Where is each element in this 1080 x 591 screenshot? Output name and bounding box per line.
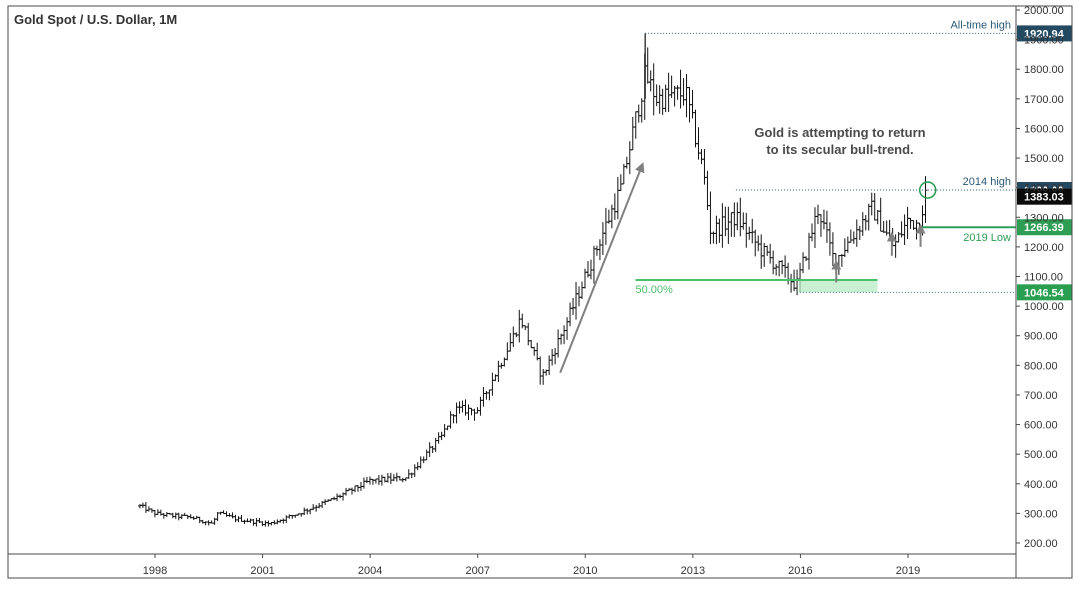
- y-tick-label: 1400.00: [1024, 183, 1064, 195]
- 2019-low-label: 2019 Low: [963, 232, 1011, 244]
- x-tick-label: 2010: [573, 565, 597, 577]
- x-tick-label: 2016: [788, 565, 812, 577]
- ohlc-bars: [137, 33, 928, 527]
- all-time-high-label: All-time high: [950, 19, 1011, 31]
- y-tick-label: 200.00: [1024, 538, 1058, 550]
- x-tick-label: 2019: [896, 565, 920, 577]
- y-tick-label: 1800.00: [1024, 64, 1064, 76]
- 2019-low-tag-text: 1266.39: [1024, 222, 1064, 234]
- chart-title: Gold Spot / U.S. Dollar, 1M: [14, 12, 177, 27]
- annotation-text-line-1: Gold is attempting to return: [754, 125, 925, 140]
- all-time-high-tag: [1017, 25, 1072, 42]
- x-tick-label: 2004: [358, 565, 382, 577]
- y-tick-label: 1600.00: [1024, 123, 1064, 135]
- y-tick-label: 1000.00: [1024, 301, 1064, 313]
- breakout-circle: [918, 181, 937, 199]
- y-tick-label: 700.00: [1024, 390, 1058, 402]
- fib-zone: [798, 280, 878, 293]
- current-price-tag: [1017, 188, 1072, 205]
- axes-layer: 2000.00 1900.00 1800.00 1700.00 1600.00 1500.…: [7, 5, 1073, 579]
- price-axis-frame: [1015, 5, 1073, 579]
- fib-50-label: 50.00%: [635, 284, 673, 296]
- y-tick-label: 1100.00: [1024, 272, 1063, 284]
- low-2015-tag-text: 1046.54: [1024, 287, 1065, 299]
- x-tick-label: 2007: [465, 565, 489, 577]
- all-time-high-tag-text: 1920.94: [1024, 28, 1065, 40]
- x-tick-label: 1998: [143, 565, 167, 577]
- y-tick-label: 1300.00: [1024, 212, 1064, 224]
- y-tick-label: 800.00: [1024, 360, 1058, 372]
- y-tick-label: 1700.00: [1024, 94, 1064, 106]
- x-tick-label: 2001: [250, 565, 274, 577]
- y-tick-label: 1500.00: [1024, 153, 1064, 165]
- y-tick-label: 300.00: [1024, 508, 1058, 520]
- y-tick-label: 400.00: [1024, 479, 1058, 491]
- 2019-low-tag: [1017, 219, 1072, 236]
- y-tick-label: 900.00: [1024, 331, 1058, 343]
- y-tick-label: 1200.00: [1024, 242, 1064, 254]
- trend-arrow: [559, 162, 645, 374]
- low-2015-tag: [1017, 284, 1072, 301]
- x-tick-label: 2013: [681, 565, 705, 577]
- y-tick-label: 500.00: [1024, 449, 1058, 461]
- y-tick-label: 600.00: [1024, 420, 1058, 432]
- 2014-high-label: 2014 high: [963, 176, 1011, 188]
- annotation-text-line-2: to its secular bull-trend.: [766, 142, 913, 157]
- time-axis-frame: [7, 553, 1017, 579]
- current-price-tag-text: 1383.03: [1024, 192, 1064, 204]
- y-tick-label: 1900.00: [1024, 35, 1064, 47]
- y-tick-label: 2000.00: [1024, 5, 1064, 17]
